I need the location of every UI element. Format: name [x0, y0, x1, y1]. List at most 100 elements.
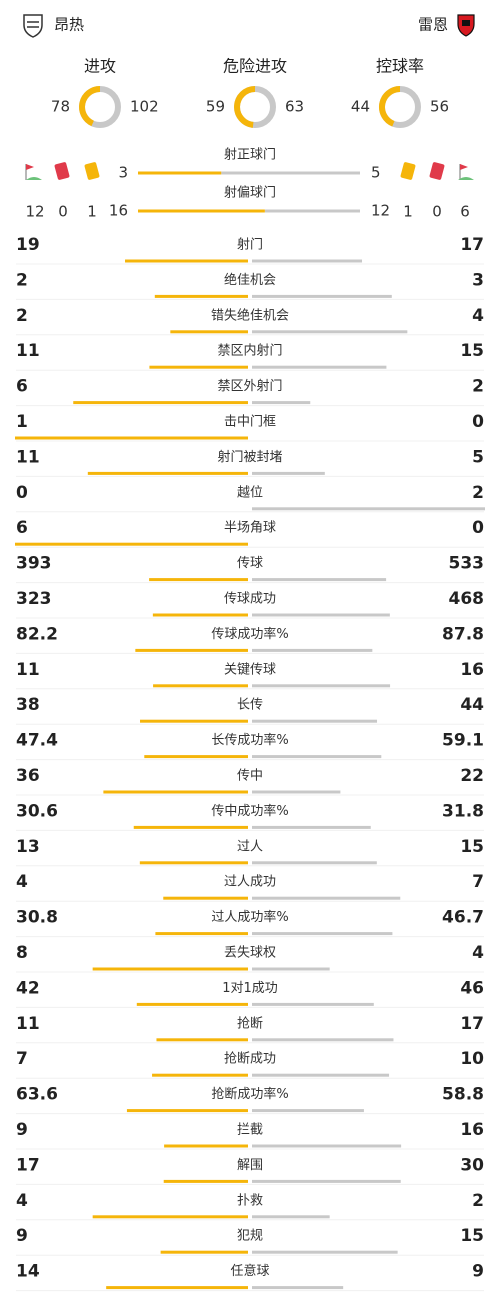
ring-away-value: 56 — [430, 98, 449, 116]
stat-away-value: 468 — [449, 589, 485, 609]
stat-home-value: 6 — [16, 518, 28, 538]
stat-label: 抢断成功率% — [211, 1086, 288, 1102]
shot-label: 射偏球门 — [224, 185, 276, 201]
home-logo — [23, 14, 43, 38]
red-card-icon-home — [54, 162, 70, 180]
home-bar — [73, 401, 248, 405]
stat-away-value: 9 — [472, 1262, 484, 1282]
stat-home-value: 0 — [16, 483, 28, 503]
stat-home-value: 8 — [16, 943, 28, 963]
ring-home-arc — [379, 86, 401, 127]
stat-home-value: 17 — [16, 1155, 40, 1175]
home-yellow: 1 — [87, 203, 97, 221]
stat-home-value: 7 — [16, 1049, 28, 1069]
away-bar — [252, 507, 485, 511]
away-bar — [252, 1250, 398, 1254]
corner-icon-home — [25, 164, 42, 180]
stat-label: 过人 — [237, 839, 263, 854]
away-bar — [252, 1038, 394, 1042]
stat-home-value: 11 — [16, 660, 40, 680]
away-bar — [252, 790, 341, 794]
ring-label: 危险进攻 — [223, 57, 287, 76]
home-corners: 12 — [25, 203, 44, 221]
stat-away-value: 46 — [460, 978, 484, 998]
stat-home-value: 9 — [16, 1120, 28, 1140]
stat-home-value: 2 — [16, 270, 28, 290]
home-bar — [103, 790, 249, 794]
shot-away-value: 12 — [371, 202, 390, 220]
stat-away-value: 31.8 — [442, 801, 484, 821]
stat-home-value: 30.8 — [16, 908, 58, 928]
stat-label: 长传 — [237, 698, 263, 713]
stat-label: 任意球 — [230, 1263, 269, 1279]
stat-label: 1对1成功 — [222, 981, 278, 996]
away-bar — [252, 471, 325, 475]
stat-away-value: 15 — [460, 341, 484, 361]
stat-label: 关键传球 — [224, 662, 276, 677]
home-bar — [170, 330, 248, 334]
stat-home-value: 82.2 — [16, 624, 58, 644]
stat-label: 禁区内射门 — [217, 343, 282, 359]
stat-home-value: 11 — [16, 447, 40, 467]
stat-away-value: 533 — [449, 554, 485, 574]
shot-home-bar — [138, 209, 265, 213]
away-bar — [252, 825, 371, 829]
stat-label: 半场角球 — [224, 521, 276, 536]
away-bar — [252, 1215, 330, 1219]
ring-home-value: 44 — [351, 98, 370, 116]
stat-label: 绝佳机会 — [224, 272, 276, 288]
home-bar — [144, 755, 248, 759]
away-bar — [252, 1286, 344, 1290]
shot-label: 射正球门 — [224, 147, 276, 163]
stat-home-value: 63.6 — [16, 1085, 58, 1105]
stat-away-value: 16 — [460, 660, 484, 680]
stat-label: 过人成功率% — [211, 909, 288, 925]
home-bar — [106, 1286, 248, 1290]
stat-away-value: 22 — [460, 766, 484, 786]
away-bar — [252, 401, 311, 405]
stat-away-value: 44 — [460, 695, 484, 715]
stat-home-value: 4 — [16, 872, 28, 892]
stat-home-value: 14 — [16, 1262, 40, 1282]
stat-home-value: 323 — [16, 589, 52, 609]
stat-away-value: 2 — [472, 483, 484, 503]
home-bar — [126, 1109, 248, 1113]
stat-home-value: 38 — [16, 695, 40, 715]
home-bar — [163, 896, 248, 900]
stat-away-value: 3 — [472, 270, 484, 290]
stat-label: 拦截 — [237, 1123, 263, 1138]
stat-away-value: 58.8 — [442, 1085, 484, 1105]
stat-away-value: 7 — [472, 872, 484, 892]
home-bar — [92, 1215, 249, 1219]
stat-label: 犯规 — [237, 1229, 263, 1244]
home-bar — [15, 542, 248, 546]
away-bar — [252, 861, 377, 865]
stat-label: 过人成功 — [224, 875, 276, 890]
home-name: 昂热 — [54, 16, 84, 34]
ring-home-value: 78 — [51, 98, 70, 116]
ring-label: 进攻 — [84, 57, 116, 76]
home-bar — [136, 1002, 248, 1006]
stat-away-value: 2 — [472, 1191, 484, 1211]
stat-home-value: 1 — [16, 412, 28, 432]
shot-away-bar — [264, 209, 360, 213]
ring-home-arc — [79, 86, 101, 127]
away-bar — [252, 1002, 374, 1006]
home-bar — [160, 1250, 248, 1254]
stat-home-value: 47.4 — [16, 731, 58, 751]
home-bar — [140, 719, 248, 723]
shot-away-value: 5 — [371, 164, 381, 182]
stat-home-value: 19 — [16, 235, 40, 255]
stat-home-value: 11 — [16, 341, 40, 361]
stat-label: 射门 — [237, 237, 263, 253]
stat-home-value: 42 — [16, 978, 40, 998]
ring-home-value: 59 — [206, 98, 225, 116]
stat-away-value: 10 — [460, 1049, 484, 1069]
stat-label: 传中 — [237, 769, 263, 784]
away-bar — [252, 1179, 401, 1183]
home-bar — [152, 1073, 248, 1077]
away-bar — [252, 294, 392, 298]
away-bar — [252, 578, 387, 582]
ring-label: 控球率 — [376, 57, 424, 76]
away-bar — [252, 932, 393, 936]
